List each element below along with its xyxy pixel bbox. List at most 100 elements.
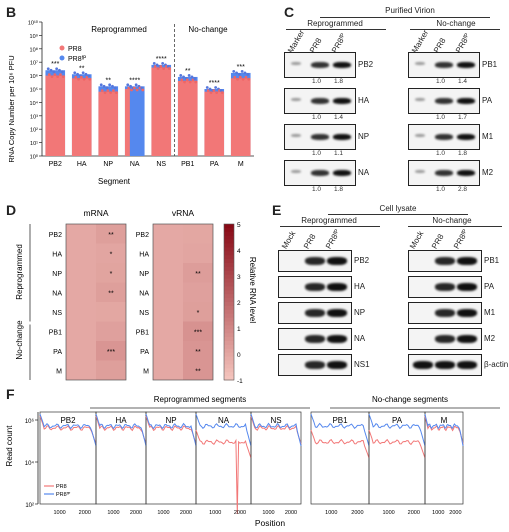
colorbar-segment [224,372,234,377]
colorbar-segment [224,266,234,272]
blot-band [327,309,347,317]
vrna-cell [183,341,213,361]
x-tick-label: 1000 [382,510,394,516]
blot-label: NA [354,334,366,343]
line-pr8fp [145,413,197,447]
panel-c-group-no-change: No-change [436,19,476,28]
blot-label: NA [358,168,370,177]
data-point [140,86,144,90]
lane-label-pr8: PR8ᶠᴾ [452,228,471,251]
data-point [190,75,194,79]
panel-e-western-blots: Cell lysate Reprogrammed No-change Mock P… [268,200,509,386]
blot-np [284,124,356,150]
data-point [219,89,223,92]
subplot-frame [195,411,252,505]
blot-label: PB2 [354,256,370,265]
data-point [77,77,80,81]
heatmap-relative-rna: mRNA vRNA Reprogrammed No-change Relativ… [15,208,257,385]
x-tick-label: 1000 [157,510,169,516]
data-point [241,77,245,81]
significance-label: * [110,271,113,278]
significance-label: ** [185,68,191,75]
blot-band [333,134,351,140]
data-point [212,89,216,93]
x-tick-label: NA [130,161,140,168]
row-label: NP [139,271,149,278]
group-label-no-change: No-change [15,320,24,360]
x-tick-label: PB1 [181,161,194,168]
colorbar-segment [224,286,234,291]
blot-ha [284,88,356,114]
mrna-cell [96,224,126,244]
subplot-title: M [441,416,448,425]
y-axis-label: RNA Copy Number per 10⁶ PFU [7,55,16,162]
colorbar-segment [224,278,234,283]
colorbar-segment [224,352,234,358]
blot-band [291,170,301,173]
data-point [112,89,115,93]
data-point [113,86,117,90]
data-point [129,84,132,88]
blot-band [327,283,347,291]
data-point [220,91,224,95]
data-point [235,71,238,75]
blot-band [457,134,475,140]
data-point [162,67,166,70]
row-label: NA [52,290,62,297]
blot-label: NP [358,132,370,141]
quantification-value: 1.0 [312,186,322,193]
blot-na [278,328,352,350]
colorbar-segment [224,282,234,287]
legend-label-pr8: PR8 [68,46,82,53]
vrna-cell [183,243,213,263]
data-point [179,74,183,77]
y-tick-label: 10⁴ [25,460,35,467]
line-pr8 [310,429,370,459]
vrna-cell [153,341,183,361]
lane-label-marker: Marker [410,28,431,55]
legend-swatch-pr8 [59,45,65,51]
legend-label-pr8fp: PR8ᶠᴾ [56,491,71,498]
legend-label-pr8: PR8 [56,484,67,490]
y-tick-label: 10² [25,503,34,509]
blot-np [278,302,352,324]
data-point [109,91,113,95]
data-point [87,74,91,78]
blot-label: M2 [482,168,494,177]
x-tick-label: M [238,161,244,168]
row-label: HA [52,251,62,258]
blot-label: PA [484,282,495,291]
data-point [81,71,85,75]
colorbar-segment [224,309,234,315]
blot-label: NP [354,308,366,317]
data-point [76,72,79,76]
line-pr8 [250,415,302,445]
vrna-cell [183,321,213,341]
legend: PR8 PR8ᶠᴾ [59,45,86,63]
data-point [167,67,171,70]
x-tick-label: PB2 [49,161,62,168]
colorbar-segment [224,247,234,252]
blot-m2 [408,328,482,350]
lane-label-pr8: PR8 [302,232,318,251]
blot-band [435,309,455,317]
blot-label: PB1 [482,60,498,69]
blot-band [333,98,351,104]
heatmap-title-vrna: vRNA [172,208,195,218]
blot-label: M2 [484,334,496,343]
x-tick-label: 2000 [449,510,461,516]
colorbar-tick-label: 1 [237,326,241,333]
colorbar-tick-label: 2 [237,300,241,307]
colorbar-segment [224,364,234,369]
colorbar-segment [224,235,234,241]
panel-e-title: Cell lysate [379,204,417,213]
data-point [156,67,160,70]
blot-label: M1 [484,308,496,317]
y-tick-label: 10¹ [30,141,38,147]
row-label: NP [52,271,62,278]
blot-band [291,98,301,101]
data-point [134,83,138,87]
quantification-value: 1.0 [312,78,322,85]
colorbar-tick-label: -1 [237,378,243,385]
data-point [206,89,210,93]
